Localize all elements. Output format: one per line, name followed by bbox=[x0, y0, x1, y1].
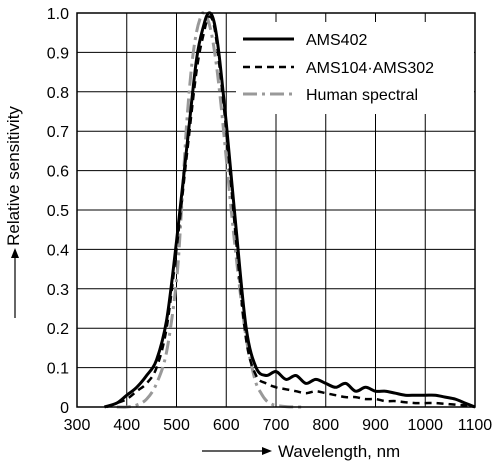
x-axis-title: Wavelength, nm bbox=[278, 442, 400, 461]
x-tick-label: 1000 bbox=[407, 417, 443, 434]
y-axis-arrow-head bbox=[11, 248, 19, 258]
legend-label-ams402: AMS402 bbox=[306, 32, 367, 49]
x-tick-label: 400 bbox=[113, 417, 140, 434]
y-tick-label: 0.4 bbox=[47, 242, 69, 259]
series-line-ams402 bbox=[103, 11, 476, 409]
plot-frame bbox=[76, 12, 476, 408]
x-tick-label: 700 bbox=[263, 417, 290, 434]
x-tick-label: 600 bbox=[213, 417, 240, 434]
legend-label-ams104-ams302: AMS104·AMS302 bbox=[306, 60, 434, 77]
y-tick-label: 0.6 bbox=[47, 164, 69, 181]
tick-labels: 300 400 500 600 700 800 900 1000 1100 0 0.1 0.2 0.3 0… bbox=[47, 6, 493, 434]
y-tick-label: 1.0 bbox=[47, 6, 69, 23]
y-tick-label: 0.8 bbox=[47, 85, 69, 102]
x-tick-label: 800 bbox=[312, 417, 339, 434]
y-tick-label: 0.7 bbox=[47, 124, 69, 141]
series-lines bbox=[103, 11, 476, 409]
legend-background bbox=[236, 22, 474, 114]
x-tick-label: 300 bbox=[64, 417, 91, 434]
x-axis-title-group: Wavelength, nm bbox=[202, 442, 400, 461]
y-tick-label: 0.2 bbox=[47, 321, 69, 338]
y-axis-title: Relative sensitivity bbox=[4, 106, 23, 246]
y-tick-label: 0.3 bbox=[47, 282, 69, 299]
x-axis-arrow-head bbox=[262, 447, 272, 455]
x-tick-label: 500 bbox=[163, 417, 190, 434]
x-tick-label: 1100 bbox=[458, 417, 493, 434]
legend: AMS402 AMS104·AMS302 Human spectral bbox=[236, 22, 474, 114]
series-line-ams104-ams302 bbox=[106, 15, 476, 409]
series-line-human-spectral bbox=[116, 11, 306, 409]
legend-label-human-spectral: Human spectral bbox=[306, 87, 418, 104]
x-tick-label: 900 bbox=[362, 417, 389, 434]
y-tick-label: 0.1 bbox=[47, 361, 69, 378]
y-tick-label: 0.9 bbox=[47, 45, 69, 62]
y-tick-label: 0.5 bbox=[47, 203, 69, 220]
y-axis-title-group: Relative sensitivity bbox=[4, 106, 23, 318]
y-tick-label: 0 bbox=[60, 400, 69, 417]
